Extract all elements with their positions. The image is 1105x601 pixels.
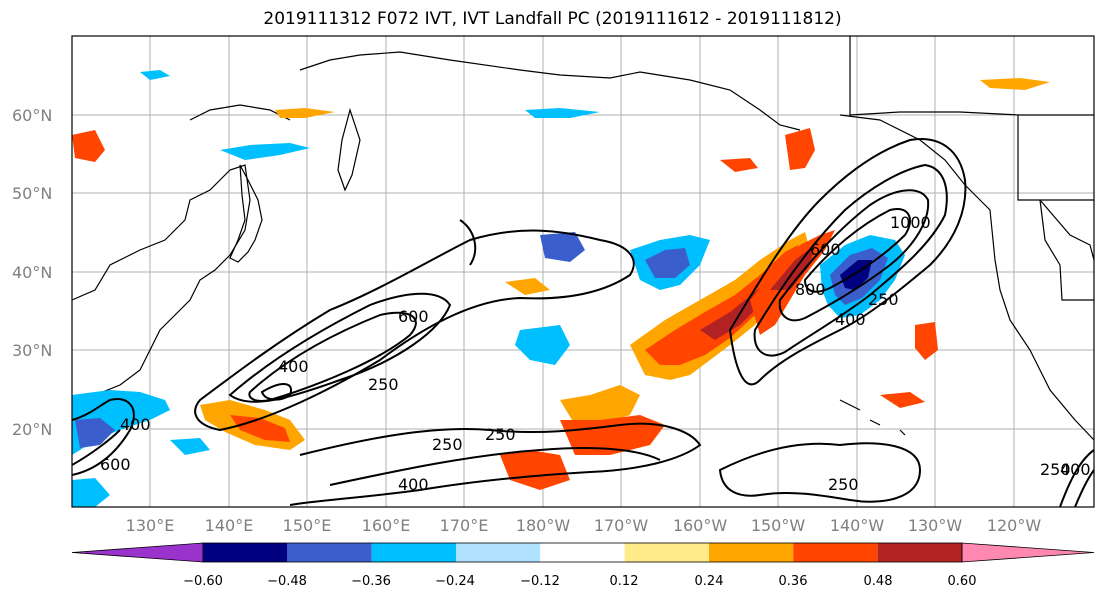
lon-label-180w: 180°W [516, 516, 571, 535]
contour-label-250-south-a: 250 [432, 435, 463, 454]
lon-label-130e: 130°E [126, 516, 175, 535]
coastlines [71, 36, 1095, 441]
contour-label-400-far-east: 400 [1060, 460, 1091, 479]
colorbar-label-p060: 0.60 [948, 574, 977, 589]
lon-label-120w: 120°W [987, 516, 1042, 535]
longitude-labels: 130°E 140°E 150°E 160°E 170°E 180°W 170°… [126, 516, 1042, 535]
map-title: 2019111312 F072 IVT, IVT Landfall PC (20… [263, 9, 842, 29]
contour-label-400-west: 400 [278, 357, 309, 376]
colorbar-segment [371, 543, 456, 562]
colorbar-segment [709, 543, 794, 562]
contour-label-250-west: 250 [368, 375, 399, 394]
lon-label-130w: 130°W [908, 516, 963, 535]
lon-label-150e: 150°E [283, 516, 332, 535]
contour-label-400-east: 400 [835, 310, 866, 329]
contour-label-600-west: 600 [398, 307, 429, 326]
contour-label-1000-east: 1000 [890, 213, 931, 232]
latitude-labels: 60°N 50°N 40°N 30°N 20°N [12, 106, 52, 439]
colorbar-extend-low [71, 542, 204, 563]
contour-label-250-far-east: 250 [1040, 460, 1071, 479]
colorbar-segment [203, 543, 288, 562]
lon-label-140e: 140°E [205, 516, 254, 535]
colorbar-segment [540, 543, 625, 562]
lon-label-160w: 160°W [673, 516, 728, 535]
colorbar-label-p048: 0.48 [864, 574, 893, 589]
lon-label-170e: 170°E [440, 516, 489, 535]
ivt-contours [71, 138, 1095, 508]
colorbar-segment [793, 543, 878, 562]
colorbar [71, 542, 1095, 563]
colorbar-label-m012: −0.12 [520, 574, 560, 589]
colorbar-segment [456, 543, 541, 562]
colorbar-extend-high [961, 542, 1095, 563]
colorbar-segment [624, 543, 709, 562]
lat-label-30n: 30°N [12, 341, 52, 360]
contour-label-400-south: 400 [398, 475, 429, 494]
map-frame [71, 35, 1095, 508]
colorbar-label-m060: −0.60 [183, 574, 223, 589]
colorbar-label-p012: 0.12 [610, 574, 639, 589]
colorbar-label-m036: −0.36 [351, 574, 391, 589]
contour-label-800-east: 800 [795, 280, 826, 299]
contour-label-400-sw: 400 [120, 415, 151, 434]
colorbar-segment [877, 543, 962, 562]
lon-label-170w: 170°W [594, 516, 649, 535]
contour-labels: 600 400 250 250 250 400 400 600 800 600 … [100, 213, 1091, 494]
contour-label-600-sw: 600 [100, 455, 131, 474]
colorbar-tick-labels: −0.60 −0.48 −0.36 −0.24 −0.12 0.12 0.24 … [183, 574, 976, 589]
colorbar-label-p036: 0.36 [779, 574, 808, 589]
contour-label-250-southeast: 250 [828, 475, 859, 494]
contour-label-600-east: 600 [810, 240, 841, 259]
colorbar-label-p024: 0.24 [695, 574, 724, 589]
contour-label-250-south-b: 250 [485, 425, 516, 444]
colorbar-frame [202, 542, 963, 563]
colorbar-label-m024: −0.24 [435, 574, 475, 589]
lon-label-140w: 140°W [830, 516, 885, 535]
colorbar-segment [287, 543, 372, 562]
contour-label-250-east: 250 [868, 290, 899, 309]
colorbar-label-m048: −0.48 [267, 574, 307, 589]
lat-label-50n: 50°N [12, 184, 52, 203]
lon-label-160e: 160°E [362, 516, 411, 535]
map-panel: 600 400 250 250 250 400 400 600 800 600 … [71, 35, 1095, 508]
lon-label-150w: 150°W [751, 516, 806, 535]
lat-label-60n: 60°N [12, 106, 52, 125]
lat-label-40n: 40°N [12, 263, 52, 282]
lat-label-20n: 20°N [12, 420, 52, 439]
